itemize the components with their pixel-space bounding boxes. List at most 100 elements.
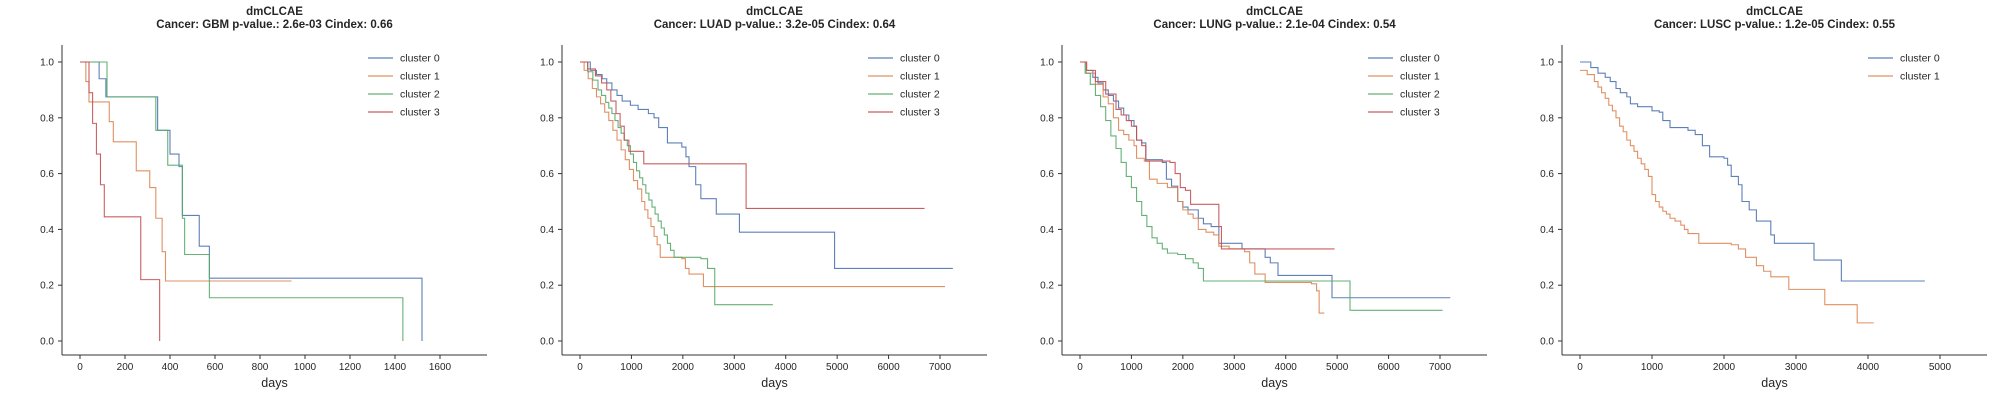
x-tick-label: 4000	[1275, 362, 1298, 373]
x-tick-label: 5000	[1929, 362, 1952, 373]
x-tick-label: 7000	[929, 362, 952, 373]
x-tick-label: 1000	[294, 362, 317, 373]
x-tick-label: 2000	[1713, 362, 1736, 373]
legend: cluster 0 cluster 1 cluster 2 cluster 3	[868, 53, 940, 119]
y-tick-label: 0.6	[1040, 169, 1054, 180]
km-curve-cluster-1	[80, 61, 292, 282]
x-tick-label: 3000	[1785, 362, 1808, 373]
x-tick-label: 3000	[1223, 362, 1246, 373]
km-curve-cluster-2	[80, 61, 404, 341]
x-tick-label: 800	[252, 362, 269, 373]
legend-label: cluster 2	[1400, 89, 1440, 101]
plot-title: dmCLCAE	[746, 6, 803, 18]
km-curve-cluster-0	[580, 61, 953, 270]
x-tick-label: 600	[207, 362, 224, 373]
y-tick-label: 0.2	[1040, 281, 1054, 292]
km-curve-cluster-1	[580, 61, 946, 288]
legend-label: cluster 0	[1900, 53, 1940, 65]
y-tick-label: 0.4	[40, 225, 54, 236]
y-tick-label: 1.0	[40, 58, 54, 69]
km-curve-cluster-2	[1080, 61, 1443, 311]
x-tick-label: 2000	[672, 362, 695, 373]
y-tick-label: 0.2	[40, 281, 54, 292]
x-tick-label: 1000	[1120, 362, 1143, 373]
legend: cluster 0 cluster 1 cluster 2 cluster 3	[1368, 53, 1440, 119]
y-tick-label: 1.0	[1540, 58, 1554, 69]
x-tick-label: 5000	[1326, 362, 1349, 373]
km-panel-lung: dmCLCAE Cancer: LUNG p-value.: 2.1e-04 Ci…	[1000, 0, 1500, 400]
x-tick-label: 2000	[1172, 362, 1195, 373]
plot-subtitle: Cancer: LUAD p-value.: 3.2e-05 Cindex: 0…	[654, 19, 896, 31]
y-tick-label: 0.2	[540, 281, 554, 292]
km-curve-cluster-0	[1580, 61, 1925, 282]
y-tick-label: 0.8	[540, 113, 554, 124]
legend-label: cluster 2	[400, 89, 440, 101]
legend-label: cluster 1	[400, 71, 440, 83]
x-axis-label: days	[1261, 376, 1287, 390]
legend: cluster 0 cluster 1	[1868, 53, 1940, 83]
y-tick-label: 0.0	[40, 337, 54, 348]
km-curve-cluster-3	[1080, 61, 1335, 250]
plot-subtitle: Cancer: GBM p-value.: 2.6e-03 Cindex: 0.…	[156, 19, 392, 31]
x-tick-label: 0	[577, 362, 583, 373]
y-tick-label: 0.2	[1540, 281, 1554, 292]
km-curve-cluster-3	[580, 61, 925, 210]
x-tick-label: 200	[117, 362, 134, 373]
y-tick-label: 0.0	[1040, 337, 1054, 348]
x-tick-label: 3000	[723, 362, 746, 373]
x-tick-label: 0	[1077, 362, 1083, 373]
x-tick-label: 1200	[339, 362, 362, 373]
y-tick-label: 0.0	[1540, 337, 1554, 348]
km-curve-cluster-3	[80, 61, 161, 341]
x-tick-label: 5000	[826, 362, 849, 373]
legend-label: cluster 1	[900, 71, 940, 83]
y-tick-label: 1.0	[540, 58, 554, 69]
x-tick-label: 6000	[877, 362, 900, 373]
y-tick-label: 0.6	[540, 169, 554, 180]
x-tick-label: 7000	[1429, 362, 1452, 373]
km-curve-cluster-1	[1080, 61, 1325, 314]
x-axis-label: days	[761, 376, 787, 390]
y-tick-label: 0.4	[1540, 225, 1554, 236]
y-tick-label: 0.0	[540, 337, 554, 348]
x-tick-label: 400	[162, 362, 179, 373]
y-tick-label: 1.0	[1040, 58, 1054, 69]
km-curve-cluster-2	[580, 61, 773, 306]
km-panel-gbm: dmCLCAE Cancer: GBM p-value.: 2.6e-03 Cin…	[0, 0, 500, 400]
y-tick-label: 0.8	[1540, 113, 1554, 124]
x-tick-label: 1600	[429, 362, 452, 373]
legend-label: cluster 3	[1400, 107, 1440, 119]
y-tick-label: 0.4	[540, 225, 554, 236]
x-tick-label: 4000	[1857, 362, 1880, 373]
plot-title: dmCLCAE	[1246, 6, 1303, 18]
plot-title: dmCLCAE	[1746, 6, 1803, 18]
x-tick-label: 0	[1577, 362, 1583, 373]
plot-subtitle: Cancer: LUSC p-value.: 1.2e-05 Cindex: 0…	[1654, 19, 1896, 31]
y-tick-label: 0.8	[1040, 113, 1054, 124]
legend-label: cluster 3	[400, 107, 440, 119]
legend-label: cluster 0	[900, 53, 940, 65]
x-tick-label: 1000	[620, 362, 643, 373]
y-tick-label: 0.6	[40, 169, 54, 180]
legend-label: cluster 0	[400, 53, 440, 65]
y-tick-label: 0.6	[1540, 169, 1554, 180]
km-curve-cluster-1	[1580, 69, 1874, 324]
y-tick-label: 0.8	[40, 113, 54, 124]
legend-label: cluster 2	[900, 89, 940, 101]
x-tick-label: 4000	[775, 362, 798, 373]
x-tick-label: 6000	[1377, 362, 1400, 373]
x-tick-label: 1000	[1641, 362, 1664, 373]
km-panel-luad: dmCLCAE Cancer: LUAD p-value.: 3.2e-05 Ci…	[500, 0, 1000, 400]
legend-label: cluster 1	[1900, 71, 1940, 83]
legend: cluster 0 cluster 1 cluster 2 cluster 3	[368, 53, 440, 119]
km-curve-cluster-0	[1080, 61, 1451, 299]
legend-label: cluster 3	[900, 107, 940, 119]
legend-label: cluster 1	[1400, 71, 1440, 83]
y-tick-label: 0.4	[1040, 225, 1054, 236]
legend-label: cluster 0	[1400, 53, 1440, 65]
